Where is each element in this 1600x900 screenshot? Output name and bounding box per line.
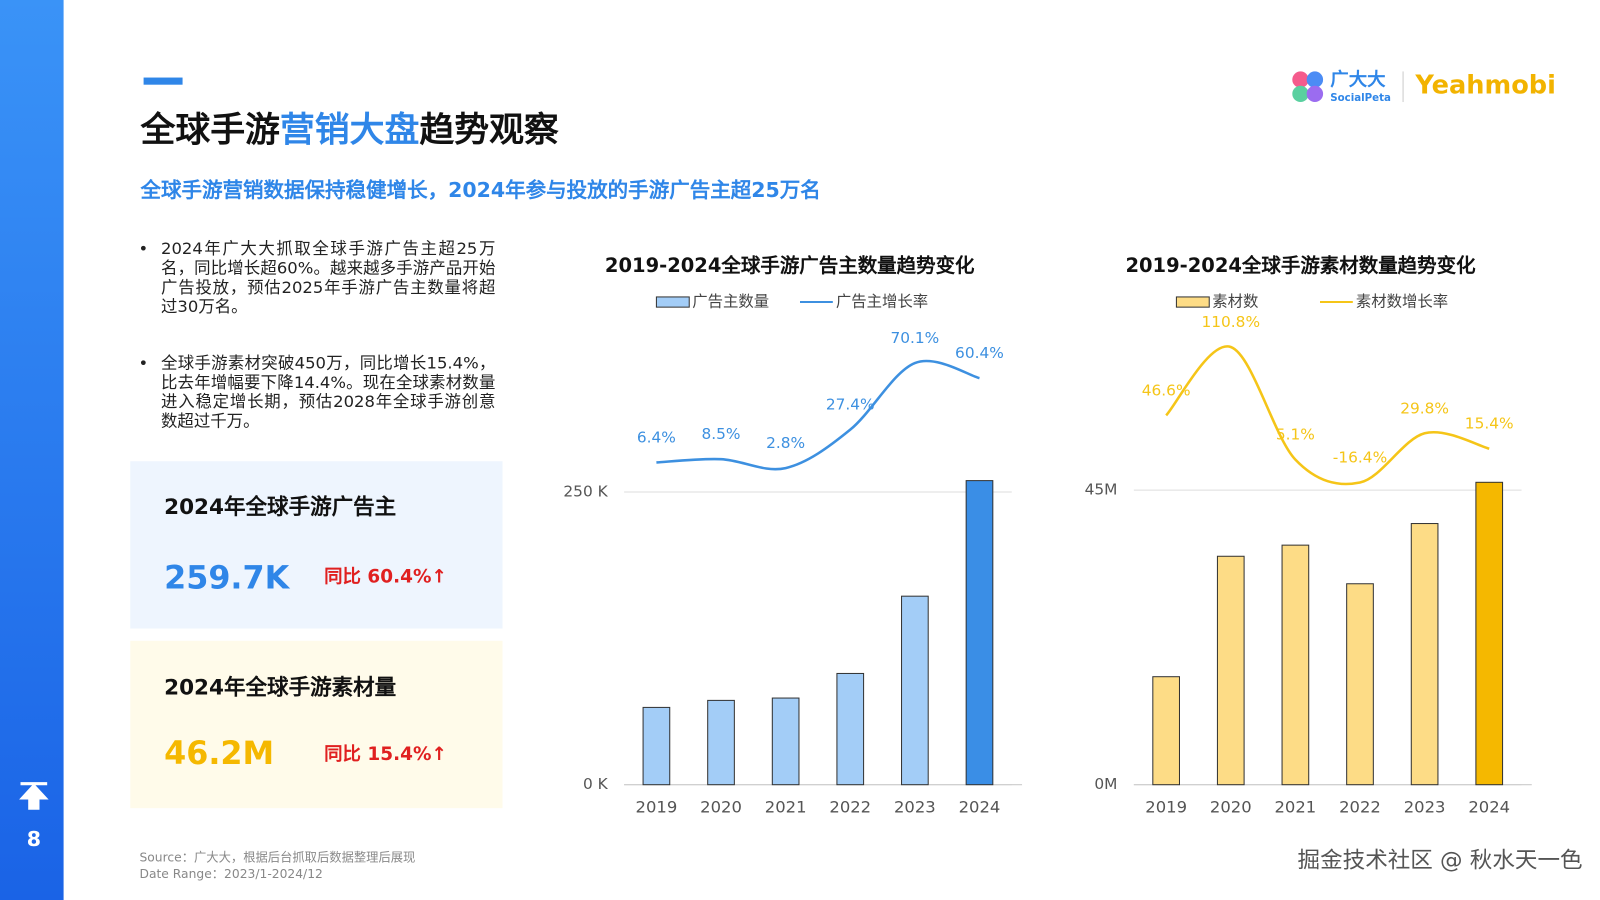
x-tick-label: 2019 [1145, 798, 1187, 817]
line [656, 359, 980, 471]
accent-dash [143, 77, 183, 85]
legend-label: 广告主数量 [692, 293, 769, 311]
x-tick-label: 2022 [1339, 798, 1381, 817]
bar [1346, 583, 1374, 786]
source: Date Range：2023/1-2024/12 [139, 867, 322, 881]
y-tick-label: 0M [1094, 775, 1117, 793]
card-value: 259.7K [164, 561, 291, 597]
bar [836, 672, 865, 786]
data-label: 60.4% [955, 344, 1004, 362]
data-label: 29.8% [1400, 399, 1449, 417]
side-bar [0, 0, 64, 900]
x-tick-label: 2020 [1210, 798, 1252, 817]
x-tick-label: 2020 [700, 798, 742, 817]
card-change: 同比 60.4%↑ [324, 566, 447, 588]
x-tick-label: 2021 [1275, 798, 1317, 817]
logo-partner: Yeahmobi [1414, 71, 1556, 101]
y-tick-label: 0 K [583, 775, 609, 793]
x-tick-label: 2024 [1468, 798, 1510, 817]
card [130, 640, 503, 809]
chart-title: 2019-2024全球手游广告主数量趋势变化 [605, 254, 975, 277]
data-label: 2.8% [766, 434, 805, 452]
line [1165, 345, 1490, 486]
legend-label: 广告主增长率 [836, 293, 928, 311]
x-tick-label: 2024 [959, 798, 1001, 817]
title-part: 全球手游 [140, 110, 280, 151]
bar [1152, 676, 1180, 786]
top-icon[interactable] [19, 782, 49, 810]
bar [1410, 523, 1439, 786]
x-tick-label: 2022 [829, 798, 871, 817]
bar [901, 595, 929, 786]
bar [1281, 544, 1310, 786]
y-tick-label: 250 K [563, 482, 608, 500]
card-value: 46.2M [164, 736, 274, 772]
x-tick-label: 2023 [894, 798, 936, 817]
legend-label: 素材数增长率 [1356, 293, 1448, 311]
watermark: 掘金技术社区 @ 秋水天一色 [1298, 848, 1583, 874]
card-change: 同比 15.4%↑ [324, 743, 447, 765]
subtitle: 全球手游营销数据保持稳健增长，2024年参与投放的手游广告主超25万名 [140, 178, 821, 202]
data-label: 110.8% [1201, 313, 1260, 331]
data-label: 70.1% [890, 329, 939, 347]
x-tick-label: 2023 [1404, 798, 1446, 817]
data-label: -16.4% [1333, 449, 1387, 467]
source: Source：广大大，根据后台抓取后数据整理后展现 [139, 850, 415, 865]
title: 全球手游营销大盘趋势观察 [140, 110, 560, 151]
logo-brand-sub: SocialPeta [1330, 93, 1391, 104]
bar [965, 480, 994, 786]
data-label: 46.6% [1142, 381, 1191, 399]
bar [707, 699, 735, 786]
bar [1216, 555, 1245, 786]
x-tick-label: 2021 [765, 798, 807, 817]
title-part: 趋势观察 [419, 111, 559, 151]
legend-label: 素材数 [1212, 293, 1258, 311]
logo-brand: 广大大 [1330, 69, 1386, 91]
data-label: 15.4% [1465, 415, 1514, 433]
legend-swatch [1175, 296, 1210, 308]
data-label: 5.1% [1276, 426, 1315, 444]
logo: 广大大 SocialPeta Yeahmobi [1292, 69, 1556, 104]
bullet: 全球手游素材突破450万，同比增长15.4%，比去年增幅要下降14.4%。现在全… [138, 353, 495, 431]
page-number: 8 [27, 827, 41, 851]
chart-title: 2019-2024全球手游素材数量趋势变化 [1125, 254, 1476, 277]
legend-swatch [655, 296, 690, 308]
card [130, 461, 503, 629]
bullet: 2024年广大大抓取全球手游广告主超25万名，同比增长超60%。越来越多手游产品… [138, 239, 495, 317]
title-part: 营销大盘 [280, 110, 419, 151]
data-label: 6.4% [637, 428, 676, 446]
y-tick-label: 45M [1085, 481, 1118, 499]
data-label: 27.4% [826, 396, 875, 414]
card-title: 2024年全球手游广告主 [164, 494, 396, 520]
bar [1475, 481, 1504, 786]
bar [642, 706, 671, 786]
data-label: 8.5% [701, 425, 740, 443]
card-title: 2024年全球手游素材量 [164, 675, 396, 701]
bar [771, 697, 800, 786]
bullets: 2024年广大大抓取全球手游广告主超25万名，同比增长超60%。越来越多手游产品… [138, 239, 495, 453]
x-tick-label: 2019 [636, 798, 678, 817]
